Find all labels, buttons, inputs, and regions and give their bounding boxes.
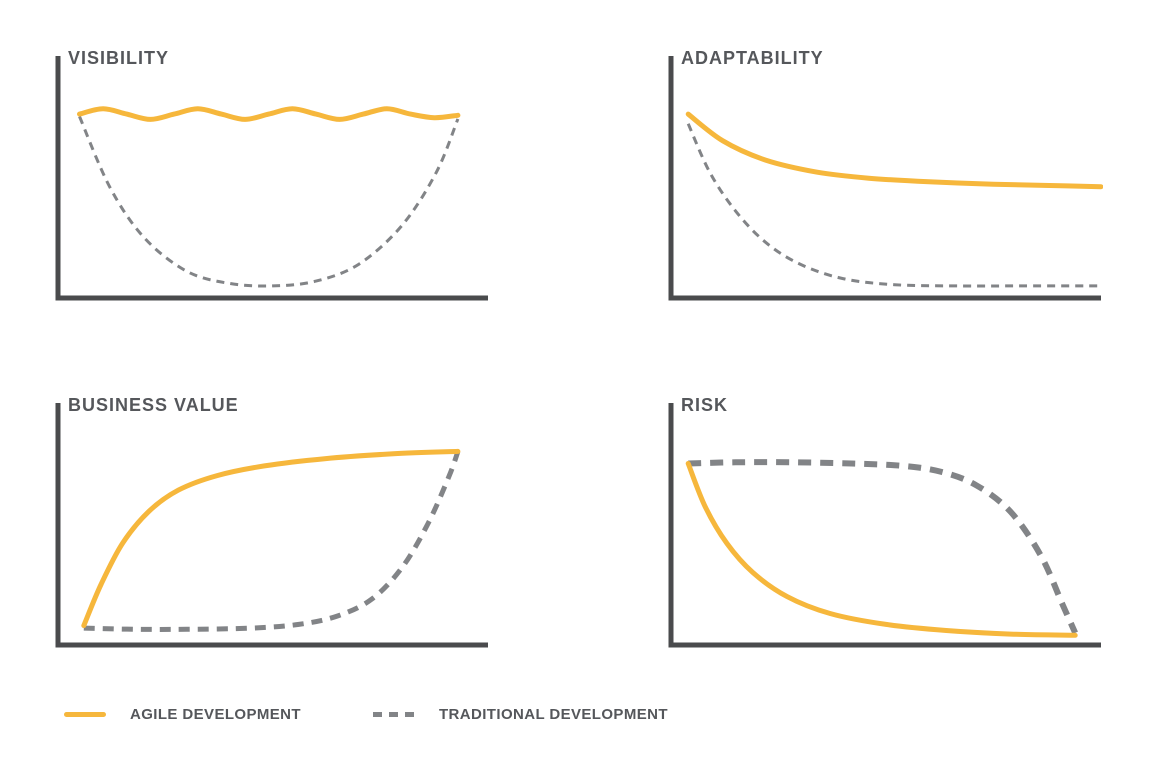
legend-item-agile: AGILE DEVELOPMENT	[64, 706, 301, 723]
traditional-series-line	[83, 450, 461, 632]
chart-grid: VISIBILITY ADAPTABILITY BUSINESS VALUE R…	[52, 48, 1103, 651]
agile-line-swatch	[64, 712, 106, 717]
risk-chart-panel: RISK	[665, 395, 1103, 651]
agile-series-line	[685, 111, 1103, 190]
risk-chart	[668, 403, 1101, 648]
chart-axes	[668, 56, 1101, 301]
legend: AGILE DEVELOPMENT TRADITIONAL DEVELOPMEN…	[64, 706, 668, 723]
adaptability-chart	[668, 56, 1103, 301]
chart-title-visibility: VISIBILITY	[68, 48, 170, 68]
business-value-chart	[55, 403, 488, 648]
business-value-chart-panel: BUSINESS VALUE	[52, 395, 490, 651]
chart-axes	[668, 403, 1101, 648]
traditional-series-line	[688, 459, 1078, 635]
agile-series-line	[77, 106, 461, 122]
legend-item-traditional: TRADITIONAL DEVELOPMENT	[372, 706, 668, 723]
visibility-chart-panel: VISIBILITY	[52, 48, 490, 304]
traditional-series-line	[686, 123, 1101, 288]
chart-title-adaptability: ADAPTABILITY	[681, 48, 824, 68]
chart-axes	[55, 56, 488, 301]
visibility-chart	[55, 56, 488, 301]
chart-title-risk: RISK	[681, 395, 729, 415]
legend-label-traditional: TRADITIONAL DEVELOPMENT	[438, 706, 668, 723]
traditional-line-swatch	[372, 712, 415, 717]
chart-title-business-value: BUSINESS VALUE	[68, 395, 239, 415]
agile-series-line	[81, 448, 461, 629]
legend-label-agile: AGILE DEVELOPMENT	[130, 706, 301, 723]
agile-series-line	[685, 461, 1078, 638]
chart-axes	[55, 403, 488, 648]
traditional-series-line	[78, 115, 460, 288]
adaptability-chart-panel: ADAPTABILITY	[665, 48, 1103, 304]
